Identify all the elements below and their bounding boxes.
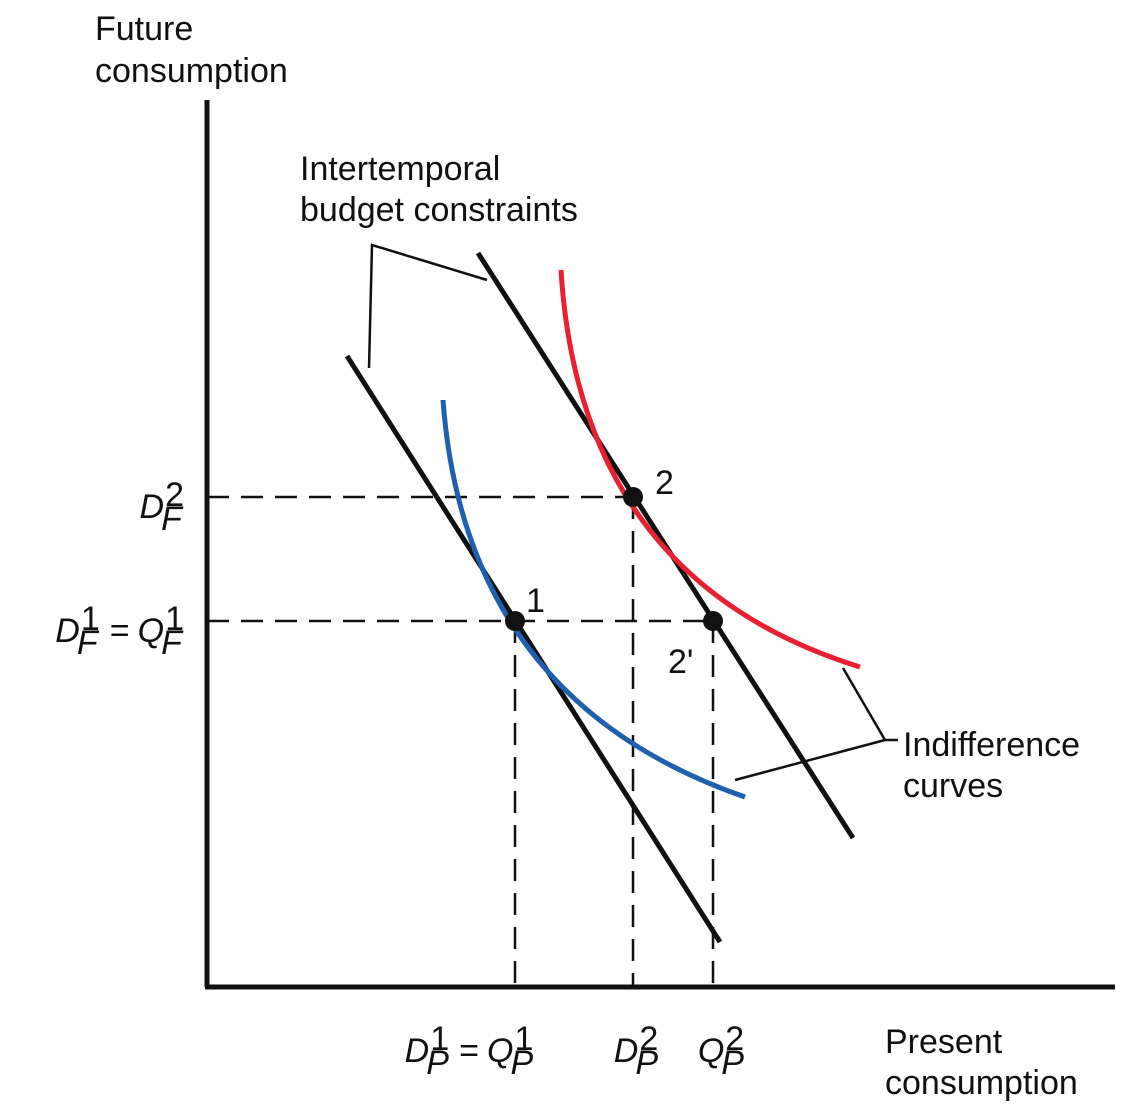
symbol: Q [487, 1032, 513, 1070]
symbol: D [405, 1032, 430, 1070]
symbol: Q [138, 612, 164, 650]
tick-label: D 1P = Q 1P [405, 1020, 534, 1082]
relation: = [459, 1032, 479, 1070]
leader-line [367, 243, 488, 369]
x-axis-label: consumption [885, 1064, 1078, 1102]
superscript: 2 [725, 1020, 744, 1058]
subscript: F [77, 624, 100, 662]
leader-line [841, 667, 898, 742]
subscript: P [721, 1044, 744, 1082]
annotation: Intertemporal [300, 150, 500, 188]
leader-line [734, 738, 886, 782]
relation: = [110, 612, 130, 650]
point [703, 611, 723, 631]
superscript: 1 [514, 1020, 533, 1058]
symbol: Q [698, 1032, 724, 1070]
subscript: F [161, 624, 184, 662]
subscript: P [510, 1044, 533, 1082]
superscript: 1 [165, 600, 184, 638]
x-axis-label: Present [885, 1023, 1003, 1061]
superscript: 2 [165, 476, 184, 514]
annotation: curves [903, 767, 1003, 805]
superscript: 1 [430, 1020, 449, 1058]
point-label: 2 [655, 464, 674, 502]
point [505, 611, 525, 631]
superscript: 1 [81, 600, 100, 638]
y-axis-label: Future [95, 10, 193, 48]
superscript: 2 [639, 1020, 658, 1058]
subscript: P [426, 1044, 449, 1082]
symbol: D [140, 488, 165, 526]
indifference-curve [558, 269, 861, 670]
point-label: 2' [668, 643, 693, 681]
symbol: D [55, 612, 80, 650]
indifference-curve [440, 399, 746, 800]
symbol: D [614, 1032, 639, 1070]
tick-label: D 2F [140, 476, 185, 538]
budget-line [344, 354, 723, 944]
tick-label: Q 2P [698, 1020, 744, 1082]
point-label: 1 [526, 582, 545, 620]
annotation: budget constraints [300, 191, 578, 229]
subscript: F [161, 500, 184, 538]
annotation: Indifference [903, 726, 1080, 764]
tick-label: D 2P [614, 1020, 659, 1082]
y-axis-label: consumption [95, 52, 288, 90]
tick-label: D 1F = Q 1F [55, 600, 184, 662]
subscript: P [635, 1044, 658, 1082]
point [623, 487, 643, 507]
